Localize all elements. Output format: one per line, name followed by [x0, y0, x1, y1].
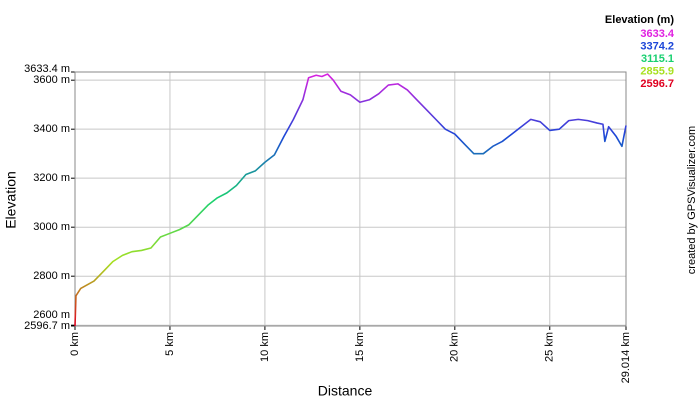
x-tick-label: 0 km: [69, 332, 81, 356]
plot-border: [74, 71, 627, 327]
x-tick-label: 29.014 km: [620, 332, 632, 383]
legend-value: 2855.9: [640, 65, 674, 77]
elevation-line: [74, 73, 627, 327]
x-axis-title: Distance: [318, 383, 373, 399]
x-tick-label: 5 km: [164, 332, 176, 356]
y-tick-label: 3600 m: [33, 74, 70, 86]
y-tick-label: 2800 m: [33, 270, 70, 282]
x-tick-label: 15 km: [354, 332, 366, 362]
legend-value: 3115.1: [641, 53, 674, 65]
y-axis-title: Elevation: [3, 171, 19, 229]
legend-value: 3374.2: [640, 40, 674, 52]
y-tick-label: 2596.7 m: [24, 320, 70, 332]
y-tick-label: 3633.4 m: [24, 63, 70, 75]
legend-title: Elevation (m): [605, 14, 674, 26]
y-tick-label: 2600 m: [33, 309, 70, 321]
x-tick-label: 20 km: [449, 332, 461, 362]
legend-value: 2596.7: [640, 78, 674, 90]
y-tick-label: 3200 m: [33, 172, 70, 184]
x-tick-label: 10 km: [259, 332, 271, 362]
y-tick-label: 3000 m: [33, 221, 70, 233]
credit: created by GPSVisualizer.com: [686, 126, 698, 274]
x-tick-label: 25 km: [544, 332, 556, 362]
y-tick-label: 3400 m: [33, 123, 70, 135]
legend-value: 3633.4: [640, 28, 675, 40]
